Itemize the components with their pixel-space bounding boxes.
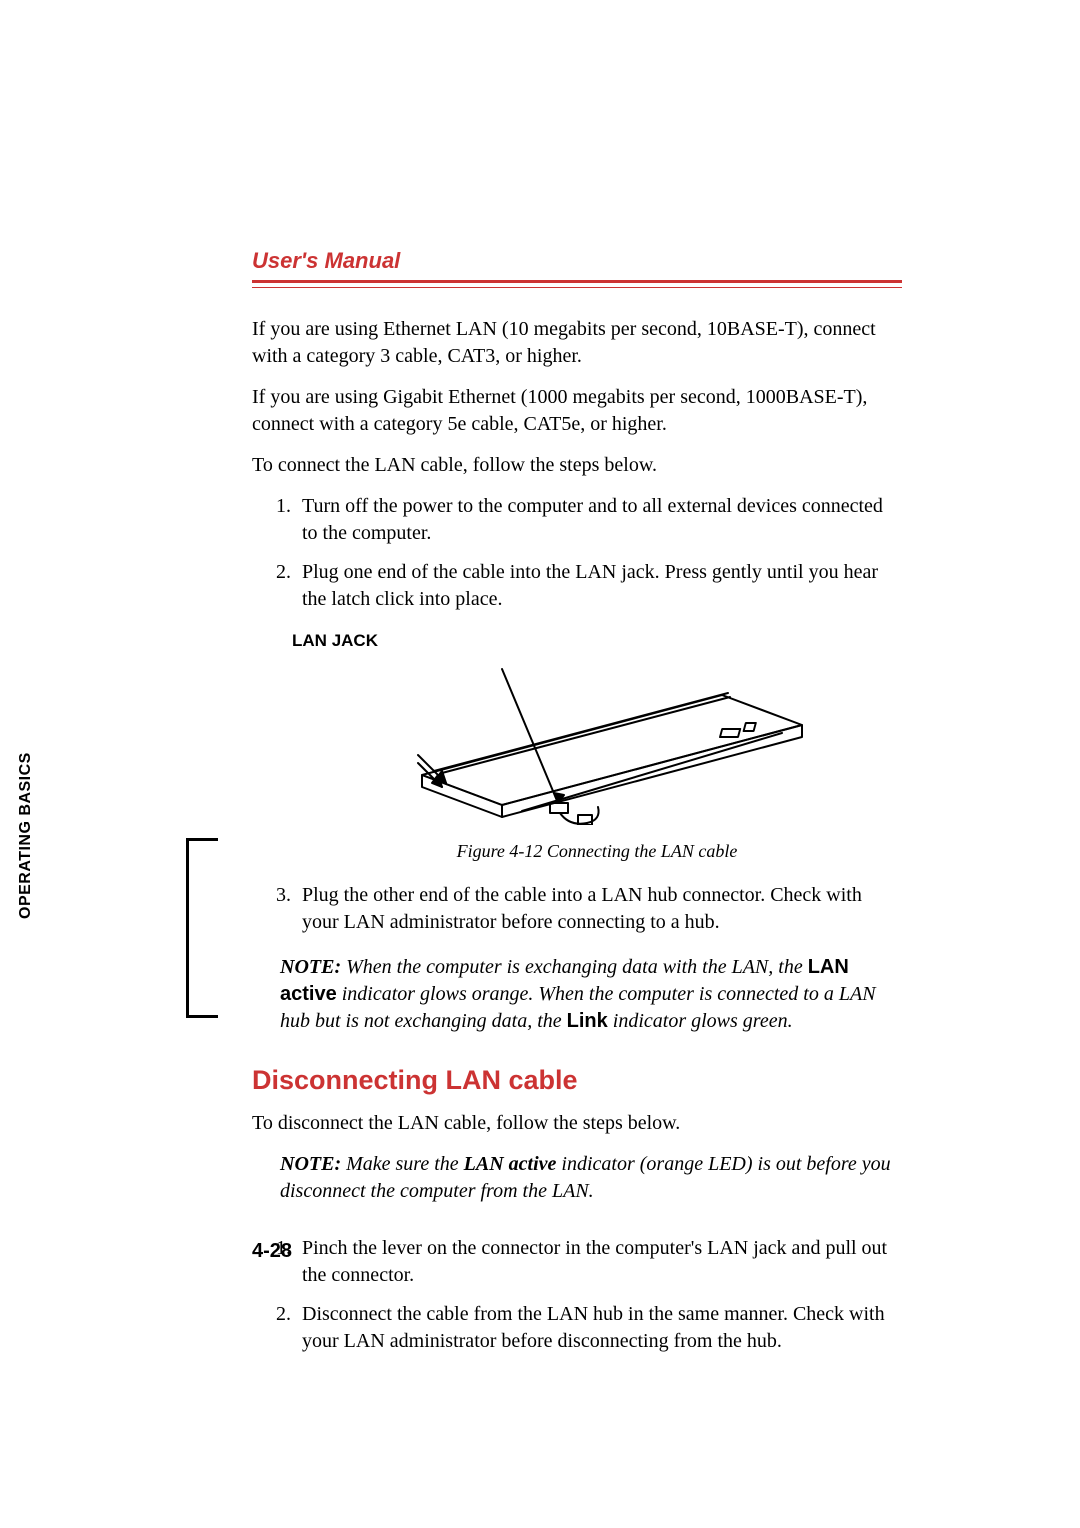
- intro-paragraph-2: If you are using Gigabit Ethernet (1000 …: [252, 384, 902, 438]
- connect-step-1: Turn off the power to the computer and t…: [296, 493, 902, 547]
- side-tab-rest: PERATING: [17, 821, 34, 906]
- figure-label-word: J: [332, 631, 341, 650]
- laptop-lan-jack-illustration: [382, 655, 812, 825]
- side-tab-label: OPERATING BASICS: [17, 739, 35, 919]
- figure-label-rest: ACK: [341, 631, 378, 650]
- section-heading-disconnect: Disconnecting LAN cable: [252, 1065, 902, 1096]
- intro-paragraph-3: To connect the LAN cable, follow the ste…: [252, 452, 902, 479]
- disconnect-intro: To disconnect the LAN cable, follow the …: [252, 1110, 902, 1137]
- page-number: 4-28: [252, 1240, 292, 1263]
- disconnect-step-1: Pinch the lever on the connector in the …: [296, 1235, 902, 1289]
- side-tab-rest2: ASICS: [17, 752, 34, 803]
- figure-caption: Figure 4-12 Connecting the LAN cable: [292, 841, 902, 862]
- connect-steps-list: Turn off the power to the computer and t…: [252, 493, 902, 613]
- intro-paragraph-1: If you are using Ethernet LAN (10 megabi…: [252, 316, 902, 370]
- note1-t3: indicator glows green.: [608, 1010, 793, 1032]
- note-before-disconnect: NOTE: Make sure the LAN active indicator…: [280, 1151, 902, 1205]
- side-tab: OPERATING BASICS: [186, 838, 218, 1018]
- note2-b1: LAN active: [464, 1153, 557, 1175]
- connect-step-2: Plug one end of the cable into the LAN j…: [296, 559, 902, 613]
- note-lead: NOTE:: [280, 956, 341, 978]
- disconnect-step-2: Disconnect the cable from the LAN hub in…: [296, 1301, 902, 1355]
- side-tab-char2: B: [17, 804, 34, 816]
- note-lan-indicators: NOTE: When the computer is exchanging da…: [280, 954, 902, 1035]
- manual-header-title: User's Manual: [252, 248, 902, 274]
- header-rule: [252, 280, 902, 288]
- side-tab-char: O: [17, 906, 34, 919]
- connect-step-3: Plug the other end of the cable into a L…: [296, 882, 902, 936]
- disconnect-steps-list: Pinch the lever on the connector in the …: [252, 1235, 902, 1355]
- page: OPERATING BASICS User's Manual If you ar…: [0, 0, 1080, 1528]
- connect-steps-list-continued: Plug the other end of the cable into a L…: [252, 882, 902, 936]
- content-column: User's Manual If you are using Ethernet …: [252, 248, 902, 1373]
- note1-t1: When the computer is exchanging data wit…: [341, 956, 808, 978]
- note2-lead: NOTE:: [280, 1153, 341, 1175]
- figure-label: LAN JACK: [292, 631, 902, 651]
- note2-t1: Make sure the: [341, 1153, 464, 1175]
- note1-b2: Link: [567, 1010, 608, 1032]
- figure-label-prefix: LAN: [292, 631, 327, 650]
- figure-block: LAN JACK: [292, 631, 902, 862]
